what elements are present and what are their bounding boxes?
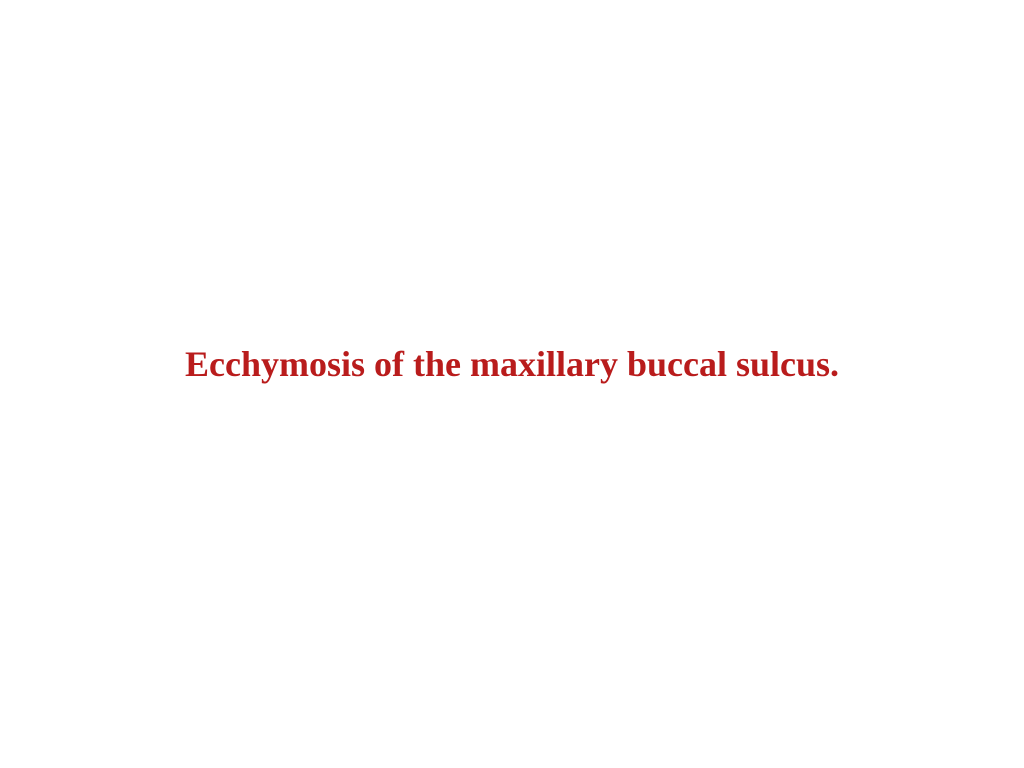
slide-title: Ecchymosis of the maxillary buccal sulcu… <box>185 343 839 385</box>
